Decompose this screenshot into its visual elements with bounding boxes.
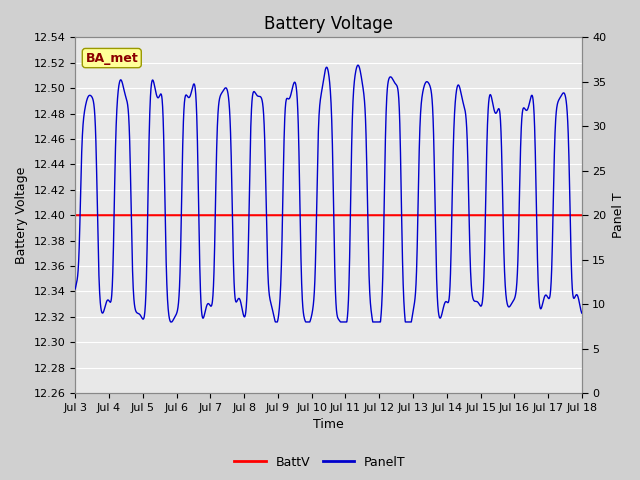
Y-axis label: Panel T: Panel T	[612, 192, 625, 238]
X-axis label: Time: Time	[313, 419, 344, 432]
Title: Battery Voltage: Battery Voltage	[264, 15, 393, 33]
Legend: BattV, PanelT: BattV, PanelT	[229, 451, 411, 474]
Text: BA_met: BA_met	[85, 51, 138, 65]
Y-axis label: Battery Voltage: Battery Voltage	[15, 167, 28, 264]
